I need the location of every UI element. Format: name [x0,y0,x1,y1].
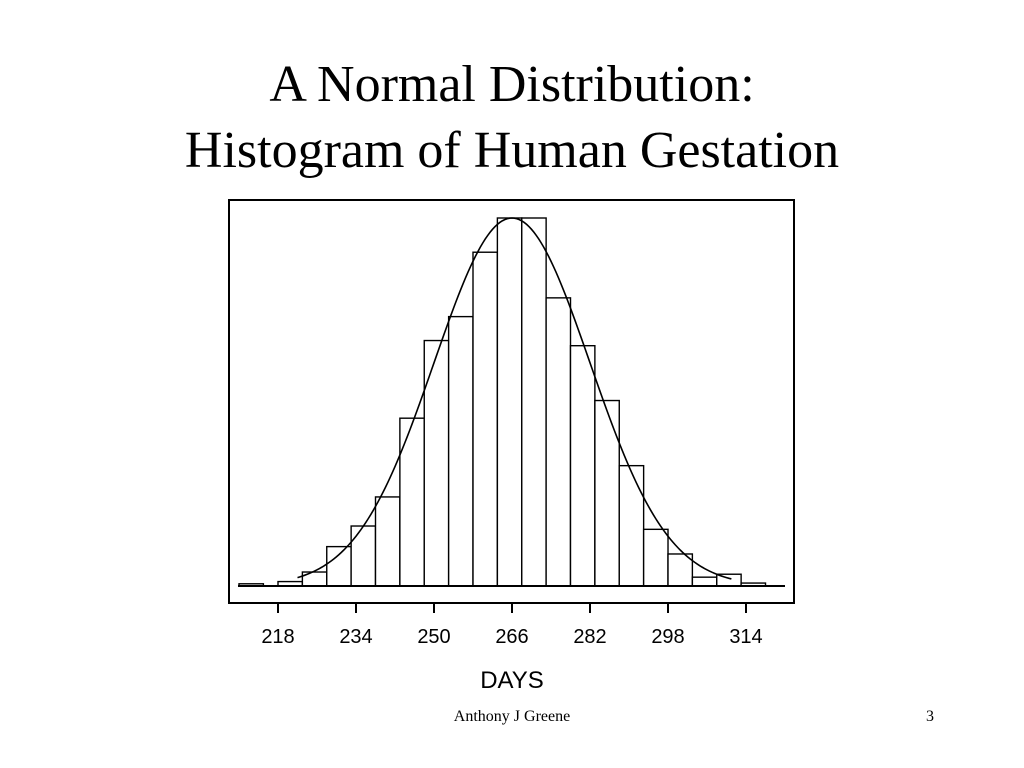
histogram-bar [399,417,425,587]
histogram-bar [618,464,645,587]
histogram-bar [472,251,499,587]
x-tick-label: 298 [651,626,684,648]
histogram-bar [642,528,669,587]
histogram-bar [691,576,718,587]
slide-title: A Normal Distribution: Histogram of Huma… [0,52,1024,184]
histogram-bar [374,496,401,587]
x-tick-label: 266 [495,626,528,648]
histogram-bars [238,217,767,587]
x-axis-label: DAYS [480,667,544,694]
histogram-bar [569,345,596,587]
normal-curve [297,217,732,580]
x-tick-label: 314 [729,626,762,648]
x-tick-label: 218 [261,626,294,648]
histogram-bar [350,525,377,587]
x-tick-label: 282 [573,626,606,648]
x-tick-label: 234 [339,626,372,648]
footer-author: Anthony J Greene [453,708,571,725]
page-number: 3 [926,708,934,725]
histogram-bar [496,217,523,587]
histogram-bar [447,315,474,587]
x-axis-ticks: 218 234 250 266 282 298 314 [261,603,763,648]
histogram-bar [667,553,694,587]
histogram-bar [326,545,352,587]
histogram-bar [521,217,547,587]
histogram-bar [423,339,450,587]
histogram-bar [594,399,620,587]
slide-title-line-1: A Normal Distribution: [269,56,755,113]
histogram-bar [545,297,572,587]
x-tick-label: 250 [417,626,450,648]
slide-title-line-2: Histogram of Human Gestation [184,122,840,179]
